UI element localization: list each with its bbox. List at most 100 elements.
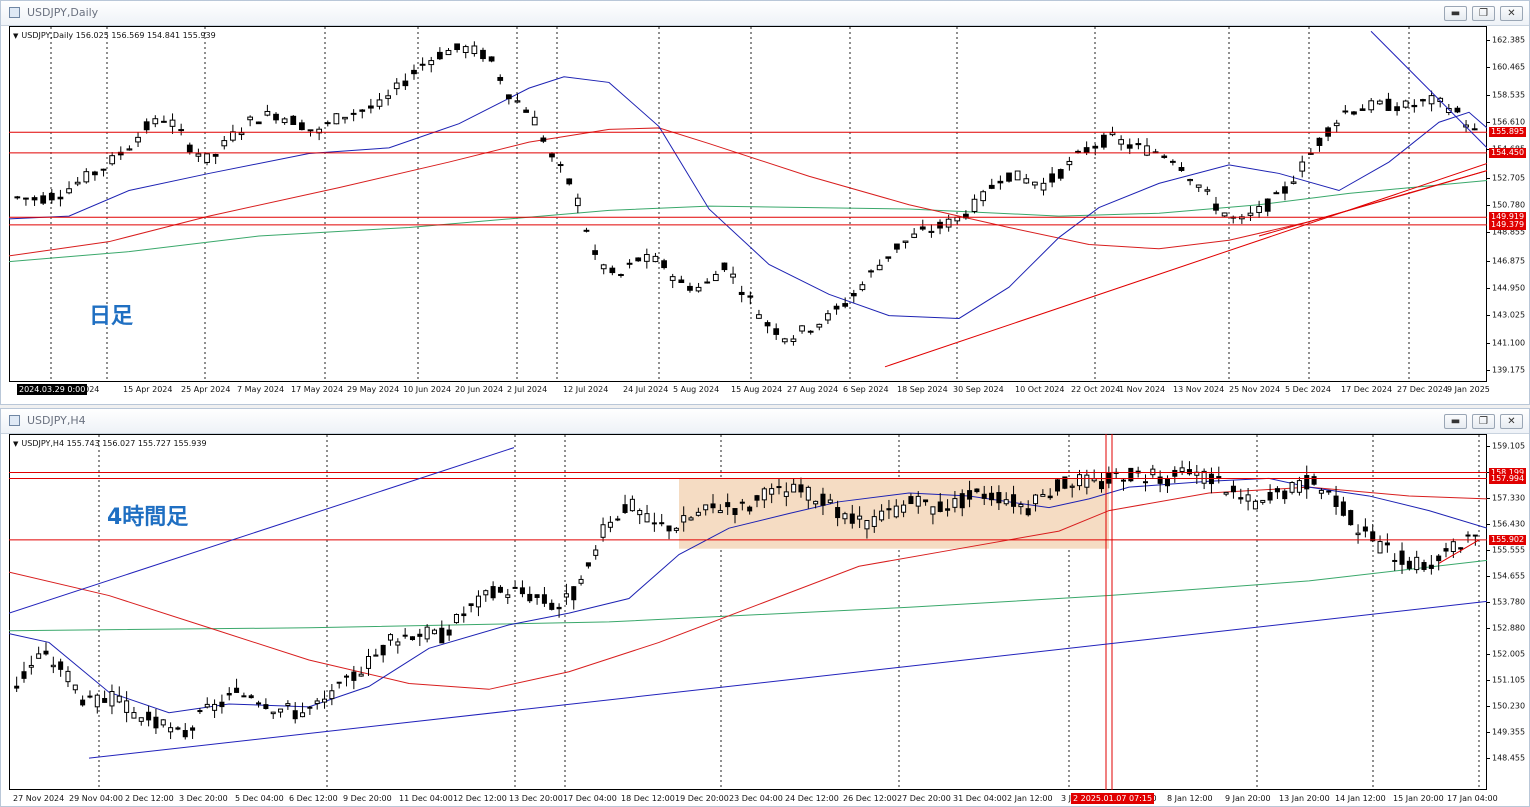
candle (678, 275, 685, 284)
candle-body (230, 131, 236, 141)
candle (1120, 478, 1127, 491)
price-chart-daily[interactable] (9, 26, 1487, 382)
candle-body (996, 492, 1002, 504)
candle (688, 516, 694, 521)
candle-body (1216, 476, 1222, 479)
candle (661, 258, 667, 270)
candle-body (1025, 508, 1031, 516)
candle-body (1362, 526, 1368, 532)
close-icon[interactable]: ✕ (1500, 6, 1523, 21)
candle-body (1047, 495, 1053, 499)
price-tick: 144.950 (1492, 283, 1526, 293)
candle-body (820, 493, 826, 506)
price-scale[interactable]: 159.105158.230157.330156.430155.555154.6… (1487, 434, 1530, 790)
candle-body (1348, 510, 1354, 526)
restore-icon[interactable]: ❐ (1472, 6, 1495, 21)
chart-window-daily[interactable]: USDJPY,Daily ▬ ❐ ✕ ▼ USDJPY,Daily 156.025… (0, 0, 1530, 405)
minimize-icon[interactable]: ▬ (1444, 6, 1467, 21)
window-title: USDJPY,H4 (27, 414, 86, 427)
candle-body (902, 240, 909, 243)
candle (578, 575, 584, 586)
price-tick-mark (1487, 260, 1490, 262)
time-scale[interactable]: 27 Nov 2024 29 Nov 04:00 2 Dec 12:00 3 Dec … (9, 792, 1498, 806)
window-titlebar[interactable]: USDJPY,Daily ▬ ❐ ✕ (1, 1, 1529, 26)
candle (380, 644, 386, 663)
candle (31, 195, 38, 206)
candle-body (1445, 108, 1452, 114)
candle (1216, 466, 1222, 484)
minimize-icon[interactable]: ▬ (1444, 414, 1467, 429)
date-tick: 2 Dec 12:00 (125, 794, 174, 803)
dropdown-arrow-icon[interactable]: ▼ (13, 32, 19, 40)
candle (50, 656, 56, 674)
candle (299, 119, 305, 131)
ma-line-200 (9, 180, 1487, 263)
candle (43, 642, 49, 656)
candle (1169, 159, 1176, 166)
candle-body (1006, 172, 1012, 182)
candle (739, 498, 745, 511)
candle (981, 485, 987, 506)
candle (813, 500, 819, 509)
candle-body (540, 137, 547, 142)
candle (273, 112, 279, 124)
candle (644, 504, 650, 523)
candle-body (644, 513, 650, 523)
candle (146, 705, 152, 727)
candle-body (1290, 181, 1297, 184)
price-tick: 156.610 (1492, 117, 1526, 127)
chart-area[interactable]: ▼ USDJPY,H4 155.743 156.027 155.727 155.9… (9, 434, 1529, 804)
candle (454, 43, 460, 53)
candle (1376, 99, 1383, 105)
candle (666, 525, 672, 540)
candle-body (168, 727, 174, 733)
candle (1033, 493, 1039, 512)
candle-body (643, 254, 650, 262)
candle (1399, 542, 1405, 574)
candle (190, 725, 196, 739)
candle (195, 148, 202, 163)
chart-area[interactable]: ▼ USDJPY,Daily 156.025 156.569 154.841 15… (9, 26, 1529, 400)
close-icon[interactable]: ✕ (1500, 414, 1523, 429)
candle (1157, 470, 1163, 493)
candle (212, 699, 218, 719)
candle-body (453, 614, 459, 624)
candle (1091, 469, 1097, 483)
price-scale[interactable]: 162.385160.465158.535156.610154.685152.7… (1487, 26, 1530, 382)
candle (65, 666, 71, 688)
candle-body (365, 655, 372, 669)
candle-body (1223, 491, 1229, 495)
candle-body (126, 148, 133, 151)
candle (902, 240, 909, 249)
candle (342, 116, 348, 124)
candle (954, 216, 961, 225)
candle-body (358, 673, 364, 677)
candle-body (1161, 155, 1168, 158)
chart-window-h4[interactable]: USDJPY,H4 ▬ ❐ ✕ ▼ USDJPY,H4 155.743 156.0… (0, 408, 1530, 807)
date-tick: 7 May 2024 (237, 385, 285, 394)
candle-body (549, 602, 555, 610)
candle (94, 693, 100, 714)
price-chart-h4[interactable] (9, 434, 1487, 790)
candle (827, 493, 833, 505)
candle-body (1406, 560, 1412, 569)
candle-body (307, 706, 313, 709)
candle (1187, 178, 1193, 186)
dropdown-arrow-icon[interactable]: ▼ (13, 440, 19, 448)
ohlc-readout: USDJPY,Daily 156.025 156.569 154.841 155… (21, 31, 216, 40)
candle-body (637, 510, 643, 516)
window-titlebar[interactable]: USDJPY,H4 ▬ ❐ ✕ (1, 409, 1529, 434)
candle (1208, 467, 1214, 494)
candle-body (87, 695, 93, 698)
restore-icon[interactable]: ❐ (1472, 414, 1495, 429)
candle-body (226, 692, 232, 696)
candle-body (72, 684, 78, 691)
candle-body (661, 260, 667, 269)
candle-body (160, 719, 166, 726)
candle-body (1340, 501, 1346, 516)
candle (488, 56, 495, 63)
candle-body (703, 504, 709, 511)
candle (825, 310, 831, 325)
candle (419, 57, 426, 71)
